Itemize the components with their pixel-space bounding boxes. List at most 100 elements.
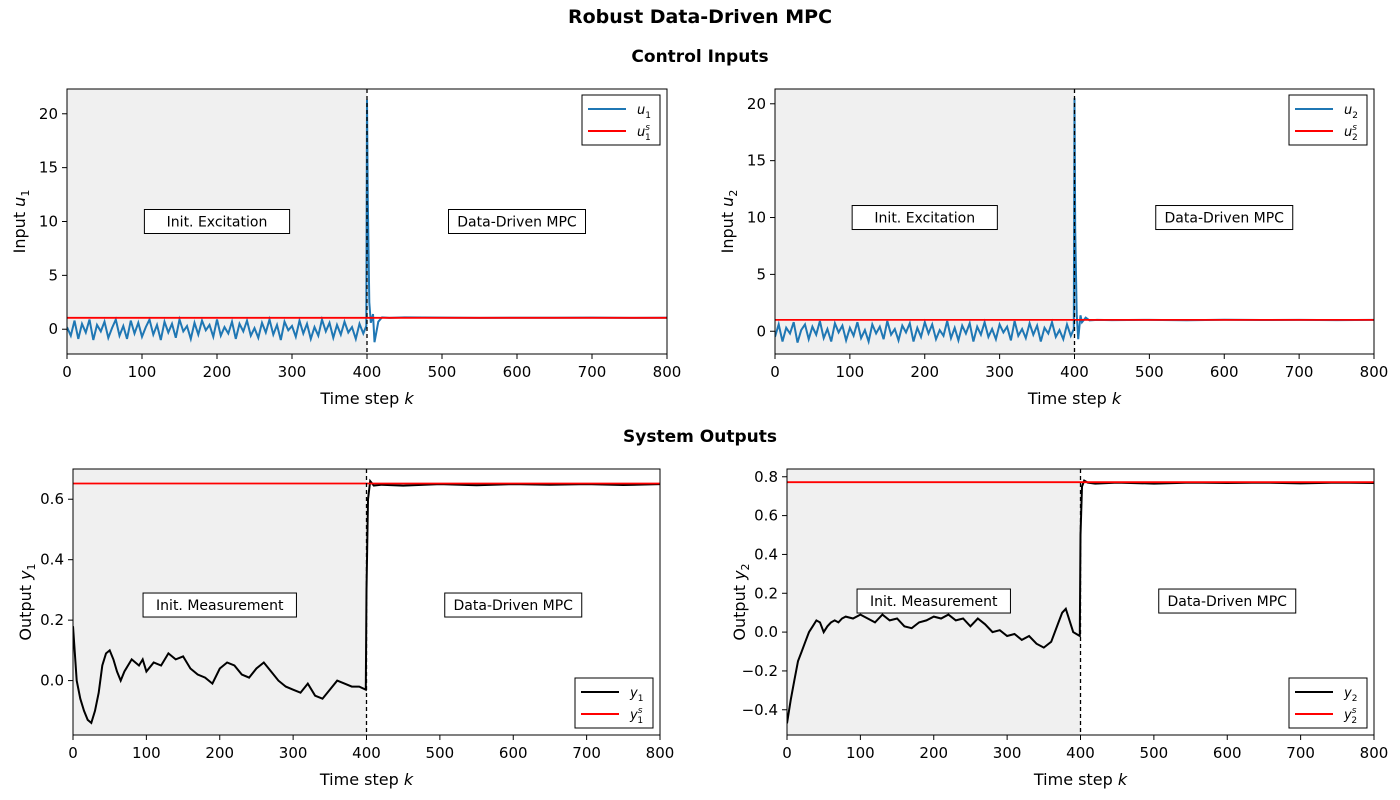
series-line-y1 bbox=[73, 478, 660, 725]
series-line-u2 bbox=[775, 98, 1374, 346]
phase-label-mpc-box bbox=[448, 209, 586, 234]
x-tick-label: 600 bbox=[503, 363, 532, 381]
x-tick-label: 600 bbox=[1210, 363, 1239, 381]
y-tick-label: 5 bbox=[48, 266, 58, 284]
x-tick-label: 700 bbox=[578, 363, 607, 381]
y-tick-label: 0.2 bbox=[40, 611, 64, 629]
legend-box bbox=[1288, 677, 1368, 729]
phase-label-mpc-box bbox=[1155, 205, 1294, 231]
x-axis-label: Time step k bbox=[319, 389, 414, 408]
y-tick-label: −0.4 bbox=[742, 701, 778, 719]
y-tick-label: 0.4 bbox=[754, 545, 778, 563]
x-tick-label: 300 bbox=[278, 363, 307, 381]
x-tick-label: 100 bbox=[846, 744, 875, 762]
y-tick-label: 0.0 bbox=[754, 623, 778, 641]
y-tick-label: 0.6 bbox=[754, 507, 778, 525]
x-tick-label: 600 bbox=[1213, 744, 1242, 762]
y-tick-label: 10 bbox=[39, 213, 58, 231]
phase-label-initial-box bbox=[142, 592, 297, 618]
legend-entry-y2-s: ys 2 bbox=[1343, 706, 1357, 726]
phase-label-initial-box bbox=[856, 588, 1011, 614]
y-tick-label: 20 bbox=[39, 105, 58, 123]
legend-box bbox=[1288, 94, 1368, 146]
x-tick-label: 200 bbox=[205, 744, 234, 762]
x-tick-label: 100 bbox=[836, 363, 865, 381]
y-tick-label: 15 bbox=[39, 159, 58, 177]
row-title-control-inputs: Control Inputs bbox=[631, 47, 769, 67]
y-tick-label: 0.0 bbox=[40, 672, 64, 690]
subplot-4: 0 100 200 300 400 500 600 700 800 −0.4 −0.2 0.0 0.2 0… bbox=[730, 468, 1388, 789]
x-tick-label: 800 bbox=[1360, 744, 1389, 762]
phase-label-mpc: Data-Driven MPC bbox=[1165, 211, 1285, 227]
legend-entry-u1: u1 bbox=[637, 103, 651, 121]
y-axis-label: Input u1 bbox=[10, 190, 32, 254]
y-tick-label: 5 bbox=[756, 265, 766, 283]
x-tick-label: 0 bbox=[68, 744, 78, 762]
phase-label-mpc: Data-Driven MPC bbox=[1168, 594, 1288, 610]
x-tick-label: 100 bbox=[132, 744, 161, 762]
x-tick-label: 500 bbox=[1135, 363, 1164, 381]
phase-label-mpc-box bbox=[1158, 588, 1297, 614]
y-tick-label: 10 bbox=[747, 209, 766, 227]
x-tick-label: 400 bbox=[352, 744, 381, 762]
x-tick-label: 500 bbox=[1140, 744, 1169, 762]
legend-entry-u1-s: us 1 bbox=[637, 123, 651, 143]
x-tick-label: 300 bbox=[985, 363, 1014, 381]
x-tick-label: 0 bbox=[62, 363, 72, 381]
x-tick-label: 500 bbox=[428, 363, 457, 381]
y-tick-label: 0.8 bbox=[754, 468, 778, 486]
x-axis-label: Time step k bbox=[319, 770, 414, 789]
subplot-1: 0 100 200 300 400 500 600 700 800 0 5 10 15 20 Time st… bbox=[10, 88, 682, 408]
x-tick-label: 700 bbox=[1286, 744, 1315, 762]
series-line-u1 bbox=[67, 99, 667, 343]
x-tick-label: 100 bbox=[128, 363, 157, 381]
legend-entry-y1: y1 bbox=[629, 686, 643, 704]
legend-entry-u2: u2 bbox=[1344, 103, 1358, 121]
subplot-2: 0 100 200 300 400 500 600 700 800 0 5 10 15 20 Time st… bbox=[718, 88, 1389, 408]
x-axis-label: Time step k bbox=[1033, 770, 1128, 789]
row-title-system-outputs: System Outputs bbox=[623, 427, 777, 447]
x-tick-label: 400 bbox=[353, 363, 382, 381]
legend-entry-u2-s: us 2 bbox=[1344, 123, 1358, 143]
phase-label-initial: Init. Measurement bbox=[870, 594, 998, 610]
x-tick-label: 800 bbox=[646, 744, 675, 762]
phase-label-mpc-box bbox=[444, 592, 583, 618]
y-axis-label: Output y1 bbox=[16, 563, 38, 640]
phase-label-mpc: Data-Driven MPC bbox=[454, 598, 574, 614]
phase-label-mpc: Data-Driven MPC bbox=[457, 215, 577, 231]
legend-entry-y2: y2 bbox=[1343, 686, 1357, 704]
phase-label-initial-box bbox=[143, 209, 291, 234]
y-tick-label: 0 bbox=[756, 322, 766, 340]
x-tick-label: 800 bbox=[653, 363, 682, 381]
subplot-3: 0 100 200 300 400 500 600 700 800 0.0 0.2 0.4 0.6 Tim… bbox=[16, 468, 675, 789]
x-tick-label: 400 bbox=[1066, 744, 1095, 762]
y-tick-label: 15 bbox=[747, 152, 766, 170]
y-tick-label: 0.4 bbox=[40, 551, 64, 569]
y-tick-label: 0.6 bbox=[40, 490, 64, 508]
x-tick-label: 400 bbox=[1060, 363, 1089, 381]
phase-label-initial: Init. Excitation bbox=[167, 215, 268, 231]
y-axis-label: Output y2 bbox=[730, 563, 752, 640]
x-tick-label: 300 bbox=[993, 744, 1022, 762]
x-tick-label: 0 bbox=[770, 363, 780, 381]
y-axis-label: Input u2 bbox=[718, 190, 740, 254]
x-tick-label: 200 bbox=[910, 363, 939, 381]
x-tick-label: 600 bbox=[499, 744, 528, 762]
x-tick-label: 700 bbox=[1285, 363, 1314, 381]
phase-label-initial-box bbox=[851, 205, 998, 231]
x-tick-label: 700 bbox=[572, 744, 601, 762]
phase-label-initial: Init. Excitation bbox=[874, 211, 975, 227]
y-tick-label: −0.2 bbox=[742, 662, 778, 680]
legend-entry-y1-s: ys 1 bbox=[629, 706, 643, 726]
y-tick-label: 0.2 bbox=[754, 584, 778, 602]
x-tick-label: 800 bbox=[1360, 363, 1389, 381]
y-tick-label: 0 bbox=[48, 320, 58, 338]
y-tick-label: 20 bbox=[747, 95, 766, 113]
x-tick-label: 500 bbox=[426, 744, 455, 762]
phase-label-initial: Init. Measurement bbox=[156, 598, 284, 614]
